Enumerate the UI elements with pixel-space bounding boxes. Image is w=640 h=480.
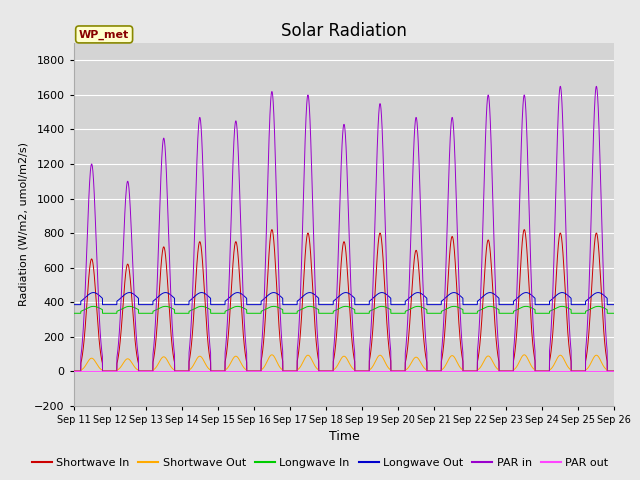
Longwave Out (70, 302, 77, 308)
PAR out (611, 369, 618, 374)
Line: Longwave Out: Longwave Out (74, 293, 614, 305)
Longwave In (465, 311, 473, 316)
Shortwave Out (324, 368, 332, 374)
Line: PAR in: PAR in (74, 86, 614, 371)
Shortwave In (496, 368, 504, 374)
Shortwave In (435, 368, 443, 374)
Longwave Out (610, 302, 618, 308)
Longwave In (435, 311, 443, 316)
Shortwave Out (465, 368, 473, 374)
Longwave In (167, 305, 175, 311)
Shortwave In (465, 368, 473, 374)
Shortwave Out (610, 368, 618, 374)
Line: Shortwave In: Shortwave In (74, 229, 614, 371)
PAR in (593, 84, 600, 89)
Longwave In (324, 311, 332, 316)
Longwave Out (465, 302, 473, 308)
PAR out (324, 369, 332, 374)
Shortwave Out (167, 363, 175, 369)
Shortwave Out (70, 368, 77, 374)
Longwave Out (167, 292, 175, 298)
Longwave Out (496, 302, 504, 308)
Shortwave Out (496, 368, 504, 374)
PAR in (465, 368, 473, 374)
PAR out (435, 369, 443, 374)
Longwave In (496, 311, 504, 316)
Longwave Out (435, 302, 443, 308)
PAR out (70, 369, 77, 374)
PAR in (167, 293, 175, 299)
Line: Longwave In: Longwave In (74, 306, 614, 313)
Shortwave In (610, 368, 618, 374)
PAR in (496, 368, 504, 374)
Legend: Shortwave In, Shortwave Out, Longwave In, Longwave Out, PAR in, PAR out: Shortwave In, Shortwave Out, Longwave In… (28, 453, 612, 472)
Shortwave Out (520, 352, 528, 358)
Title: Solar Radiation: Solar Radiation (281, 22, 407, 40)
Text: WP_met: WP_met (79, 29, 129, 39)
PAR out (610, 369, 618, 374)
Longwave In (610, 311, 618, 316)
PAR out (167, 369, 175, 374)
Shortwave In (167, 328, 175, 334)
Shortwave Out (435, 368, 443, 374)
PAR in (70, 368, 77, 374)
Longwave Out (270, 290, 278, 296)
Longwave In (70, 311, 77, 316)
PAR in (435, 368, 443, 374)
X-axis label: Time: Time (328, 430, 360, 443)
PAR out (465, 369, 473, 374)
PAR in (324, 368, 332, 374)
PAR out (496, 369, 504, 374)
Shortwave In (70, 368, 77, 374)
Shortwave In (611, 368, 618, 374)
PAR in (610, 368, 618, 374)
Longwave In (611, 311, 618, 316)
Longwave Out (324, 302, 332, 308)
Shortwave Out (611, 368, 618, 374)
Line: Shortwave Out: Shortwave Out (74, 355, 614, 371)
Shortwave In (324, 368, 332, 374)
Y-axis label: Radiation (W/m2, umol/m2/s): Radiation (W/m2, umol/m2/s) (19, 143, 29, 306)
Longwave In (270, 303, 278, 309)
Longwave Out (611, 302, 618, 308)
Shortwave In (520, 227, 528, 232)
PAR in (611, 368, 618, 374)
